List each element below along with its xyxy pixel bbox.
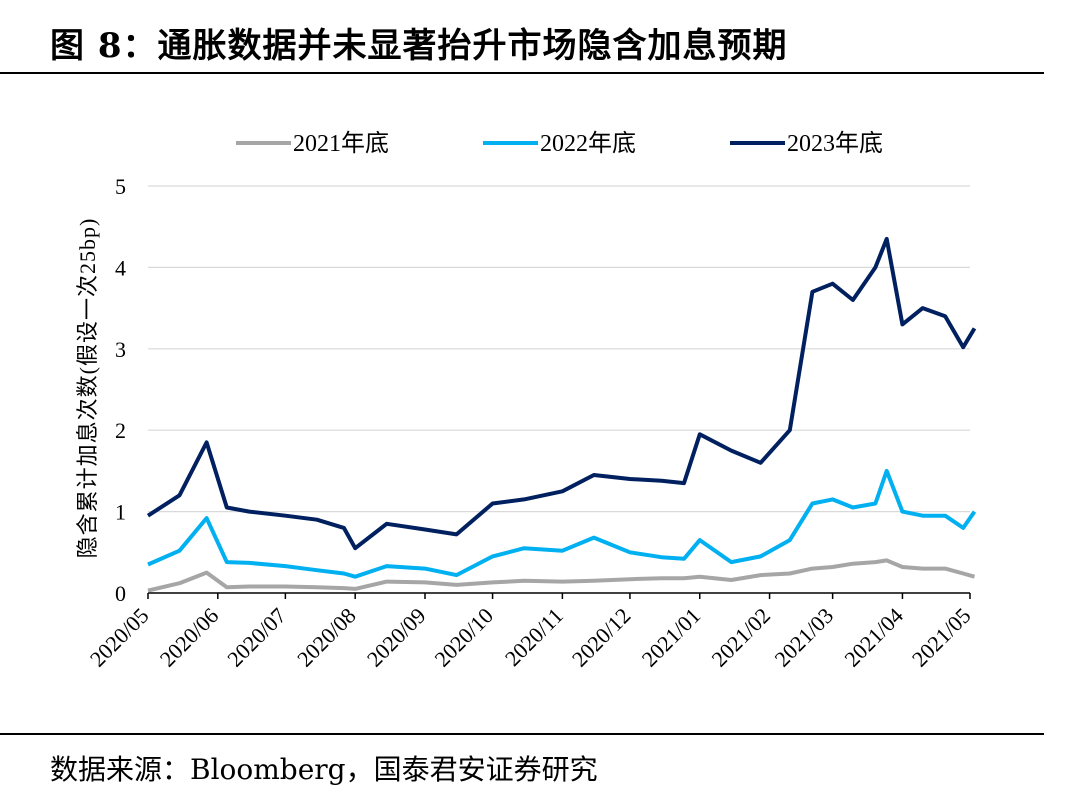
series-line [147, 558, 976, 593]
y-tick-label: 0 [115, 581, 126, 606]
x-tick-label: 2020/06 [155, 603, 224, 672]
legend-label: 2021年底 [293, 130, 389, 157]
legend-label: 2023年底 [787, 130, 883, 157]
y-tick-label: 4 [115, 255, 126, 280]
title-divider [0, 72, 1044, 74]
x-tick-label: 2020/05 [85, 603, 154, 672]
y-axis-ticks: 0 1 2 3 4 5 [115, 174, 126, 606]
series-line [147, 468, 977, 579]
y-axis-label: 隐含累计加息次数(假设一次25bp) [75, 218, 100, 559]
line-chart: 2021年底 2022年底 2023年底 0 1 2 3 4 5 2020/05 2020/06… [75, 130, 977, 672]
y-tick-label: 5 [115, 174, 126, 199]
x-tick-label: 2021/05 [907, 603, 976, 672]
x-tick-label: 2020/08 [292, 603, 361, 672]
series-line [146, 236, 977, 551]
x-tick-label: 2021/04 [839, 603, 908, 672]
y-tick-label: 2 [115, 418, 126, 443]
gridlines [148, 185, 970, 513]
series-lines [146, 236, 977, 593]
y-tick-label: 1 [115, 500, 126, 525]
x-tick-label: 2020/07 [222, 603, 291, 672]
figure-title: 图 8：通胀数据并未显著抬升市场隐含加息预期 [50, 26, 788, 66]
x-tick-label: 2020/11 [500, 603, 568, 671]
y-tick-label: 3 [115, 337, 126, 362]
x-tick-label: 2021/01 [637, 603, 706, 672]
x-tick-label: 2021/03 [769, 603, 838, 672]
x-tick-label: 2021/02 [706, 603, 775, 672]
x-tick-label: 2020/12 [567, 603, 636, 672]
source-note: 数据来源：Bloomberg，国泰君安证券研究 [50, 753, 598, 786]
x-tick-label: 2020/09 [362, 603, 431, 672]
x-tick-label: 2020/10 [429, 603, 498, 672]
source-divider [0, 733, 1044, 735]
legend: 2021年底 2022年底 2023年底 [236, 130, 883, 157]
legend-label: 2022年底 [540, 130, 636, 157]
